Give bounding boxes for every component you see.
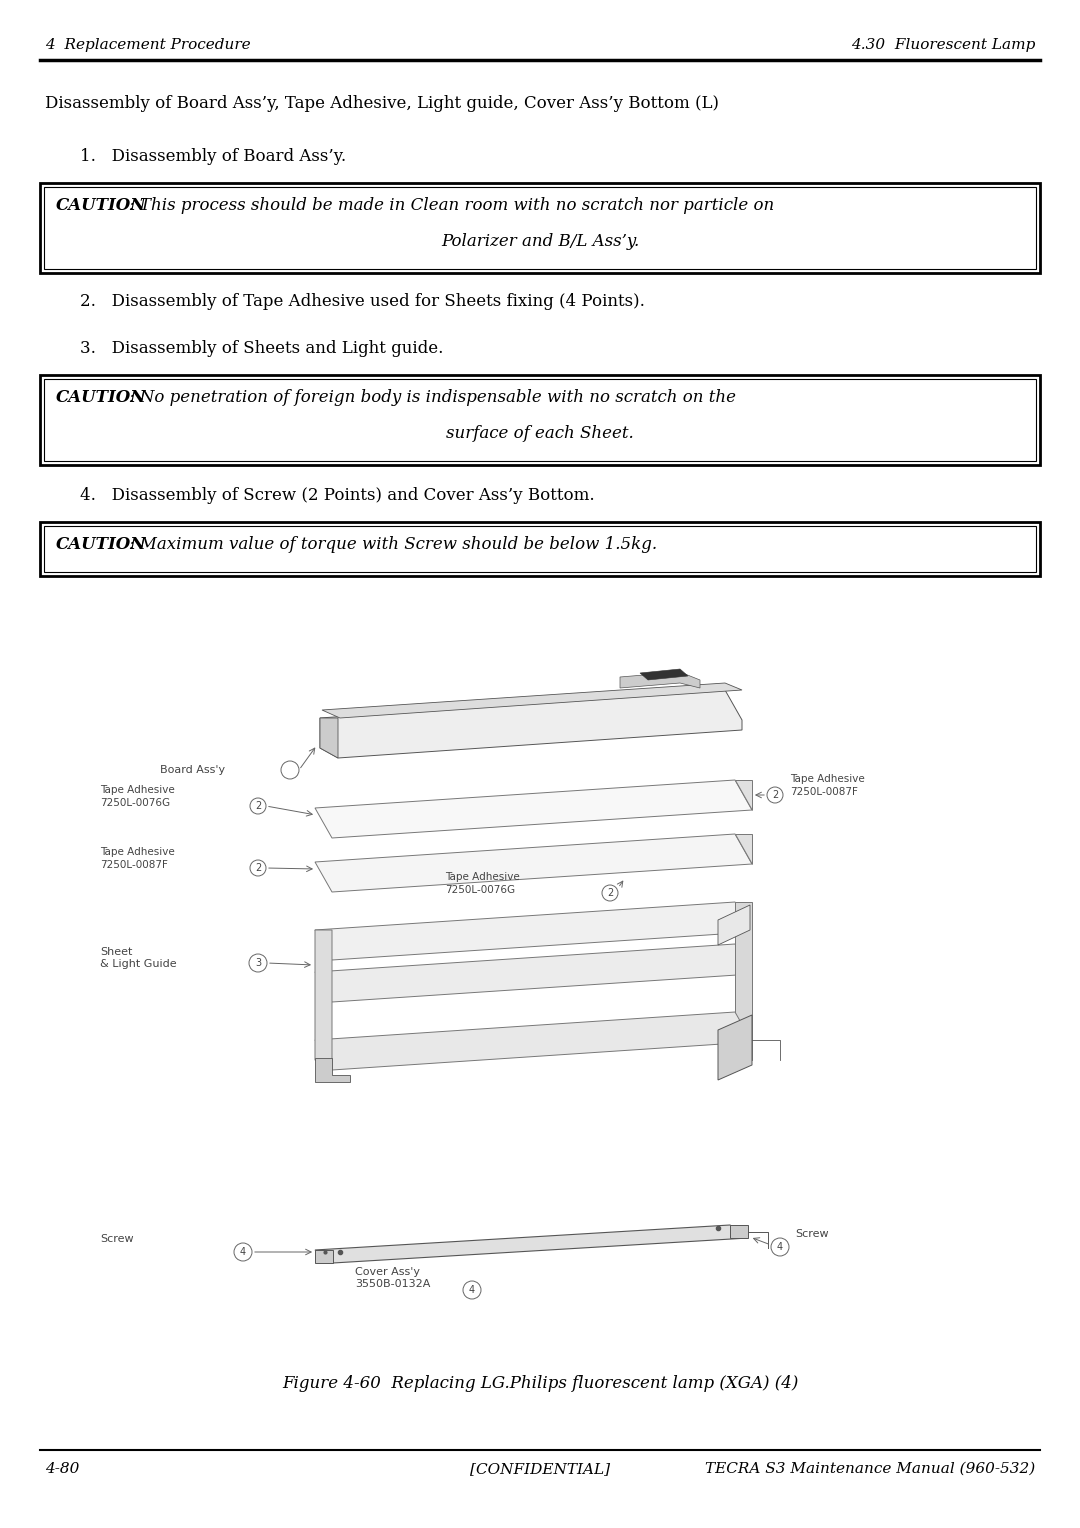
Text: 3: 3 bbox=[255, 958, 261, 969]
Text: 4.   Disassembly of Screw (2 Points) and Cover Ass’y Bottom.: 4. Disassembly of Screw (2 Points) and C… bbox=[80, 487, 595, 504]
Text: 2: 2 bbox=[772, 790, 778, 801]
Bar bbox=[40, 183, 1040, 274]
Polygon shape bbox=[315, 902, 752, 960]
Text: Cover Ass'y: Cover Ass'y bbox=[355, 1267, 420, 1277]
Text: Tape Adhesive: Tape Adhesive bbox=[100, 785, 175, 795]
Polygon shape bbox=[315, 1250, 333, 1264]
Text: : Maximum value of torque with Screw should be below 1.5kg.: : Maximum value of torque with Screw sho… bbox=[129, 536, 657, 553]
Text: Tape Adhesive: Tape Adhesive bbox=[789, 775, 865, 784]
Text: Disassembly of Board Ass’y, Tape Adhesive, Light guide, Cover Ass’y Bottom (L): Disassembly of Board Ass’y, Tape Adhesiv… bbox=[45, 95, 719, 112]
Text: & Light Guide: & Light Guide bbox=[100, 960, 177, 969]
Polygon shape bbox=[730, 1225, 748, 1238]
Polygon shape bbox=[320, 718, 338, 758]
Polygon shape bbox=[735, 902, 752, 1060]
Text: 4  Replacement Procedure: 4 Replacement Procedure bbox=[45, 38, 251, 52]
Bar bbox=[44, 526, 1036, 571]
Text: 3550B-0132A: 3550B-0132A bbox=[355, 1279, 430, 1290]
Polygon shape bbox=[322, 683, 742, 718]
Text: [CONFIDENTIAL]: [CONFIDENTIAL] bbox=[470, 1462, 610, 1476]
Text: 2: 2 bbox=[255, 863, 261, 872]
Polygon shape bbox=[620, 672, 700, 688]
Polygon shape bbox=[735, 779, 752, 810]
Polygon shape bbox=[315, 779, 752, 837]
Text: Figure 4-60  Replacing LG.Philips fluorescent lamp (XGA) (4): Figure 4-60 Replacing LG.Philips fluores… bbox=[282, 1375, 798, 1392]
Text: CAUTION: CAUTION bbox=[56, 536, 147, 553]
Text: Board Ass'y: Board Ass'y bbox=[160, 766, 225, 775]
Text: : This process should be made in Clean room with no scratch nor particle on: : This process should be made in Clean r… bbox=[129, 197, 774, 214]
Polygon shape bbox=[315, 944, 752, 1002]
Text: 2: 2 bbox=[607, 888, 613, 898]
Text: Tape Adhesive: Tape Adhesive bbox=[445, 872, 519, 882]
Polygon shape bbox=[315, 834, 752, 892]
Polygon shape bbox=[718, 905, 750, 944]
Text: 4-80: 4-80 bbox=[45, 1462, 79, 1476]
Text: 7250L-0087F: 7250L-0087F bbox=[789, 787, 858, 798]
Text: 4: 4 bbox=[469, 1285, 475, 1296]
Text: 4.30  Fluorescent Lamp: 4.30 Fluorescent Lamp bbox=[851, 38, 1035, 52]
Text: CAUTION: CAUTION bbox=[56, 390, 147, 406]
Text: Tape Adhesive: Tape Adhesive bbox=[100, 847, 175, 857]
Text: surface of each Sheet.: surface of each Sheet. bbox=[446, 425, 634, 442]
Polygon shape bbox=[640, 669, 688, 680]
Text: : No penetration of foreign body is indispensable with no scratch on the: : No penetration of foreign body is indi… bbox=[129, 390, 735, 406]
Text: Screw: Screw bbox=[795, 1229, 828, 1239]
Text: 7250L-0076G: 7250L-0076G bbox=[100, 798, 171, 808]
Text: CAUTION: CAUTION bbox=[56, 197, 147, 214]
Text: 7250L-0087F: 7250L-0087F bbox=[100, 860, 167, 869]
Text: 3.   Disassembly of Sheets and Light guide.: 3. Disassembly of Sheets and Light guide… bbox=[80, 341, 444, 358]
Text: 4: 4 bbox=[777, 1242, 783, 1251]
Polygon shape bbox=[718, 1015, 752, 1080]
Bar bbox=[40, 523, 1040, 576]
Bar bbox=[40, 374, 1040, 465]
Bar bbox=[44, 379, 1036, 461]
Polygon shape bbox=[315, 931, 332, 1070]
Text: 1.   Disassembly of Board Ass’y.: 1. Disassembly of Board Ass’y. bbox=[80, 148, 346, 165]
Text: TECRA S3 Maintenance Manual (960-532): TECRA S3 Maintenance Manual (960-532) bbox=[705, 1462, 1035, 1476]
Text: 2.   Disassembly of Tape Adhesive used for Sheets fixing (4 Points).: 2. Disassembly of Tape Adhesive used for… bbox=[80, 293, 645, 310]
Text: 7250L-0076G: 7250L-0076G bbox=[445, 885, 515, 895]
Text: Polarizer and B/L Ass’y.: Polarizer and B/L Ass’y. bbox=[441, 232, 639, 251]
Text: 2: 2 bbox=[255, 801, 261, 811]
Text: 4: 4 bbox=[240, 1247, 246, 1258]
Text: Screw: Screw bbox=[100, 1235, 134, 1244]
Polygon shape bbox=[315, 1225, 748, 1264]
Polygon shape bbox=[315, 1012, 752, 1070]
Polygon shape bbox=[735, 834, 752, 863]
Bar bbox=[44, 186, 1036, 269]
Text: Sheet: Sheet bbox=[100, 947, 133, 957]
Polygon shape bbox=[320, 691, 742, 758]
Polygon shape bbox=[315, 1057, 350, 1082]
